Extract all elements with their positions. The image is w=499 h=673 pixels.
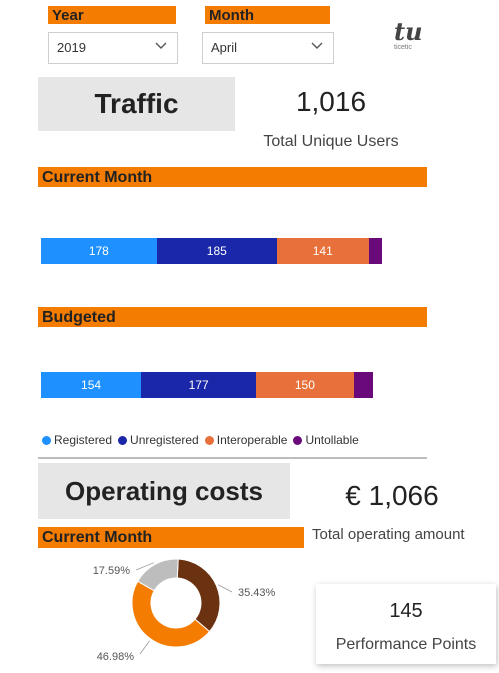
legend-dot-icon bbox=[118, 435, 128, 445]
legend-dot-icon bbox=[293, 435, 303, 445]
current-month-segment-untollable bbox=[368, 238, 382, 264]
performance-points-value: 145 bbox=[389, 600, 423, 622]
current-month-segment-registered: 178 bbox=[41, 238, 157, 264]
traffic-legend: Registered Unregistered Interoperable Untol… bbox=[42, 433, 359, 447]
legend-label: Unregistered bbox=[130, 433, 199, 447]
performance-points-label: Performance Points bbox=[335, 636, 477, 653]
chevron-down-icon bbox=[311, 42, 323, 49]
traffic-title: Traffic bbox=[38, 77, 235, 131]
month-dropdown-value: April bbox=[211, 40, 238, 55]
donut-slice-label: 46.98% bbox=[97, 651, 135, 663]
legend-label: Interoperable bbox=[216, 433, 288, 447]
total-unique-users-value: 1,016 bbox=[295, 86, 367, 117]
budgeted-segment-interoperable: 150 bbox=[256, 372, 354, 398]
budgeted-segment-untollable bbox=[353, 372, 374, 398]
legend-item-untollable: Untollable bbox=[293, 433, 359, 447]
total-operating-amount-value: € 1,066 bbox=[345, 480, 439, 511]
total-operating-amount-label: Total operating amount bbox=[312, 526, 465, 543]
legend-item-interoperable: Interoperable bbox=[204, 433, 288, 447]
month-filter-label: Month bbox=[205, 6, 330, 24]
donut-slice-label: 35.43% bbox=[238, 587, 276, 599]
legend-dot-icon bbox=[42, 435, 51, 445]
current-month-segment-unregistered: 185 bbox=[156, 238, 277, 264]
donut-slice-0 bbox=[176, 558, 221, 633]
legend-item-registered: Registered bbox=[42, 433, 112, 447]
legend-label: Untollable bbox=[305, 433, 359, 447]
year-dropdown-value: 2019 bbox=[57, 40, 86, 55]
budgeted-segment-unregistered: 177 bbox=[141, 372, 257, 398]
operating-costs-title: Operating costs bbox=[38, 463, 290, 519]
current-month-stacked-bar: 178 185 141 bbox=[41, 238, 382, 264]
section-divider bbox=[38, 457, 427, 459]
donut-leader-line bbox=[135, 562, 154, 571]
logo-subtext: ticetic bbox=[394, 44, 412, 51]
total-unique-users-label: Total Unique Users bbox=[263, 133, 399, 150]
traffic-current-month-header: Current Month bbox=[38, 167, 427, 187]
chevron-down-icon bbox=[155, 42, 167, 49]
legend-dot-icon bbox=[204, 435, 214, 445]
budgeted-stacked-bar: 154 177 150 bbox=[41, 372, 374, 398]
traffic-budgeted-header: Budgeted bbox=[38, 307, 427, 327]
legend-label: Registered bbox=[54, 433, 113, 447]
donut-slice-label: 17.59% bbox=[93, 565, 131, 577]
donut-leader-line bbox=[139, 640, 150, 655]
operating-costs-donut-chart: 35.43% 46.98% 17.59% bbox=[93, 558, 276, 663]
donut-leader-line bbox=[218, 584, 233, 593]
donut-slice-2 bbox=[137, 558, 179, 592]
donut-slice-1 bbox=[131, 580, 211, 648]
year-dropdown[interactable]: 2019 bbox=[48, 32, 178, 64]
logo-text: tu bbox=[394, 20, 423, 46]
legend-item-unregistered: Unregistered bbox=[118, 433, 199, 447]
month-dropdown[interactable]: April bbox=[202, 32, 334, 64]
performance-points-card: 145 Performance Points bbox=[316, 584, 496, 664]
operating-current-month-header: Current Month bbox=[38, 527, 304, 548]
current-month-segment-interoperable: 141 bbox=[276, 238, 369, 264]
company-logo: tu ticetic bbox=[394, 20, 434, 58]
year-filter-label: Year bbox=[48, 6, 176, 24]
budgeted-segment-registered: 154 bbox=[41, 372, 142, 398]
